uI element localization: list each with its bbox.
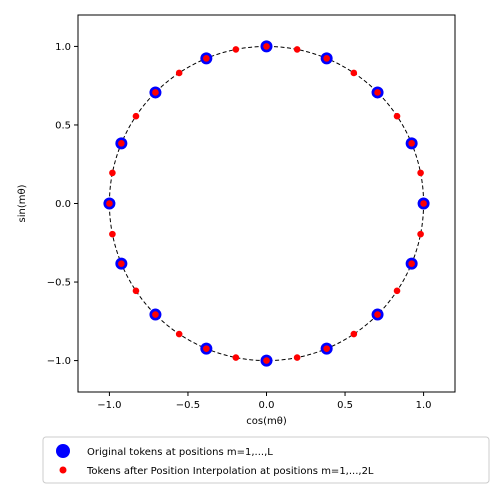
interpolated-token-point — [374, 89, 381, 96]
interpolated-token-point — [152, 89, 159, 96]
interpolated-token-point — [408, 260, 415, 267]
x-tick-label: −0.5 — [176, 400, 200, 411]
legend-marker-original — [56, 444, 70, 458]
x-tick-label: −1.0 — [97, 400, 121, 411]
interpolated-token-point — [323, 55, 330, 62]
ticks-layer: −1.0 −0.5 0.0 0.5 1.0 −1.0 −0.5 0.0 0.5 1.0 — [47, 42, 432, 411]
y-tick-label: 0.5 — [55, 120, 71, 131]
y-tick-label: −1.0 — [47, 356, 71, 367]
legend-marker-interpolated — [60, 467, 67, 474]
interpolated-token-point — [233, 46, 240, 53]
interpolated-token-point — [118, 260, 125, 267]
interpolated-token-point — [394, 113, 401, 120]
interpolated-token-point — [109, 231, 116, 238]
interpolated-token-point — [176, 70, 183, 77]
interpolated-token-point — [417, 170, 424, 177]
y-tick-label: −0.5 — [47, 278, 71, 289]
interpolated-token-point — [133, 113, 140, 120]
interpolated-token-point — [294, 354, 301, 361]
interpolated-token-point — [106, 200, 113, 207]
interpolated-token-point — [408, 140, 415, 147]
interpolated-token-point — [203, 55, 210, 62]
interpolated-token-point — [323, 345, 330, 352]
legend-entry-interpolated: Tokens after Position Interpolation at p… — [86, 466, 374, 477]
legend: Original tokens at positions m=1,...,L T… — [43, 437, 489, 483]
interpolated-token-point — [351, 331, 358, 338]
x-tick-label: 1.0 — [416, 400, 432, 411]
y-tick-label: 0.0 — [55, 199, 71, 210]
interpolated-token-point — [176, 331, 183, 338]
interpolated-token-point — [394, 288, 401, 295]
y-tick-label: 1.0 — [55, 42, 71, 53]
data-layer — [103, 40, 429, 366]
x-tick-label: 0.0 — [259, 400, 275, 411]
interpolated-token-point — [263, 43, 270, 50]
interpolated-token-point — [263, 357, 270, 364]
plot-frame — [78, 15, 455, 392]
interpolated-token-point — [294, 46, 301, 53]
interpolated-token-point — [420, 200, 427, 207]
legend-entry-original: Original tokens at positions m=1,...,L — [87, 447, 273, 458]
interpolated-token-point — [133, 288, 140, 295]
series-1 — [106, 43, 427, 364]
interpolated-token-point — [374, 311, 381, 318]
interpolated-token-point — [109, 170, 116, 177]
interpolated-token-point — [417, 231, 424, 238]
interpolated-token-point — [233, 354, 240, 361]
series-0 — [103, 40, 429, 366]
x-tick-label: 0.5 — [337, 400, 353, 411]
interpolated-token-point — [118, 140, 125, 147]
x-axis-label: cos(mθ) — [246, 416, 287, 427]
interpolated-token-point — [203, 345, 210, 352]
interpolated-token-point — [152, 311, 159, 318]
y-axis-label: sin(mθ) — [17, 184, 28, 222]
interpolated-token-point — [351, 70, 358, 77]
